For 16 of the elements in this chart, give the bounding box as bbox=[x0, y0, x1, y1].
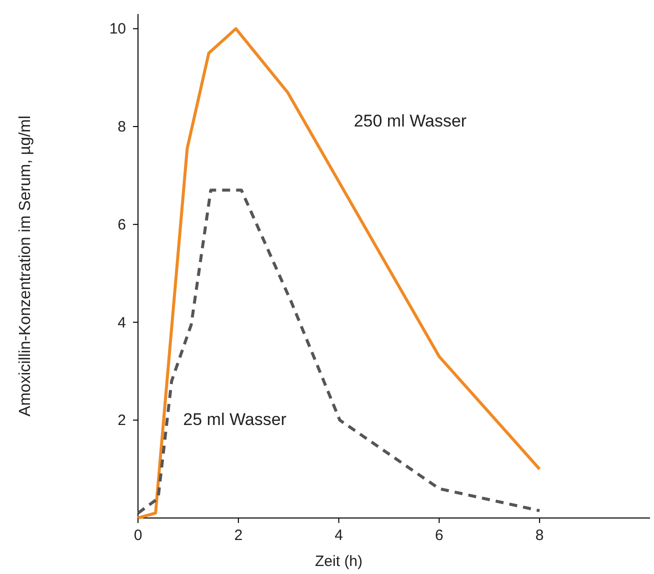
x-tick-label: 2 bbox=[234, 527, 243, 544]
text: 250 ml Wasser bbox=[354, 112, 467, 131]
x-tick-label: 0 bbox=[134, 527, 142, 544]
y-axis-title: Amoxicillin-Konzentration im Serum, µg/ml bbox=[17, 116, 34, 416]
line-series bbox=[136, 27, 542, 520]
x-tick-label: 8 bbox=[535, 527, 544, 544]
y-tick-label: 8 bbox=[118, 118, 126, 136]
x-tick-label: 4 bbox=[334, 527, 343, 544]
x-axis-title: Zeit (h) bbox=[315, 553, 363, 570]
line-series bbox=[136, 188, 542, 515]
y-tick-label: 4 bbox=[118, 314, 126, 332]
y-tick-label: 6 bbox=[118, 216, 126, 234]
y-tick-label: 2 bbox=[118, 412, 126, 430]
series-label: 25 ml Wasser bbox=[183, 410, 287, 430]
x-tick-label: 6 bbox=[435, 527, 444, 544]
y-tick-label: 10 bbox=[109, 20, 126, 38]
